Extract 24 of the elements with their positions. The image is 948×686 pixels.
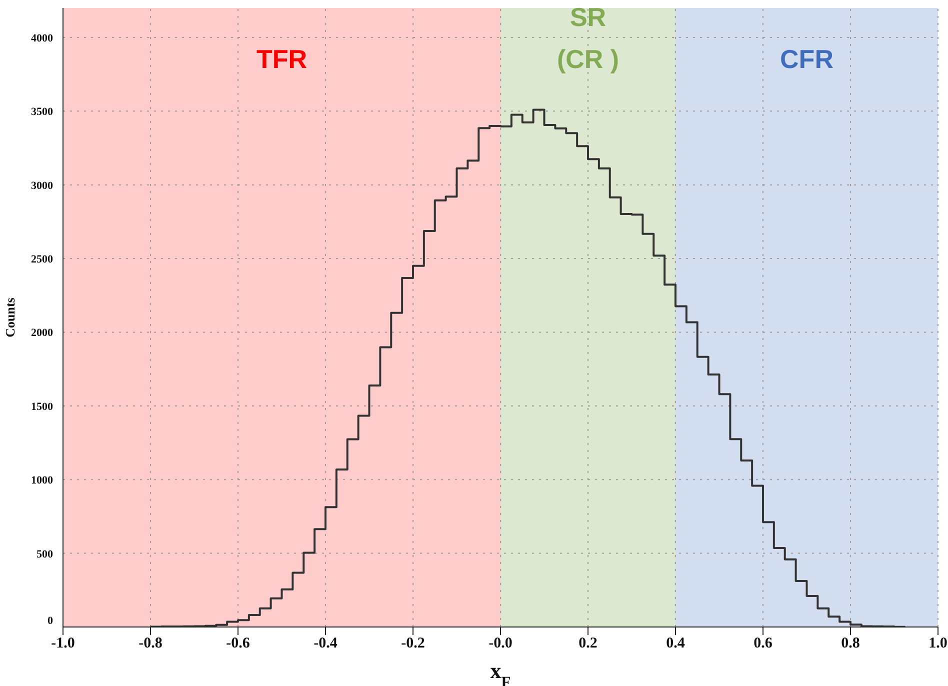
- x-tick-label: -0.6: [226, 636, 250, 652]
- x-tick-label: 0.4: [666, 636, 686, 652]
- y-axis-title: Counts: [2, 298, 18, 338]
- y-tick-label: 0: [48, 615, 54, 627]
- x-tick-label: -0.4: [314, 636, 338, 652]
- band-label: SR (CR ): [556, 2, 620, 74]
- x-tick-label: 0.2: [578, 636, 598, 652]
- y-tick-label: 4000: [31, 32, 54, 44]
- y-tick-label: 2000: [31, 327, 54, 340]
- band-label: TFR: [256, 44, 308, 74]
- y-tick-label: 500: [36, 548, 54, 560]
- x-tick-label: 1.0: [928, 636, 948, 652]
- x-tick-label: -0.8: [138, 636, 162, 652]
- y-tick-label: 3500: [31, 106, 54, 118]
- x-tick-label: 0.8: [841, 636, 860, 652]
- y-tick-label: 3000: [31, 180, 54, 192]
- y-tick-label: 2500: [31, 254, 54, 266]
- y-tick-label: 1000: [31, 474, 54, 487]
- band-label: CFR: [780, 44, 834, 74]
- y-tick-label: 1500: [31, 400, 54, 413]
- x-tick-label: -0.0: [488, 636, 512, 652]
- x-tick-label: 0.6: [754, 636, 773, 652]
- x-tick-label: -1.0: [51, 636, 75, 652]
- x-tick-label: -0.2: [401, 636, 425, 652]
